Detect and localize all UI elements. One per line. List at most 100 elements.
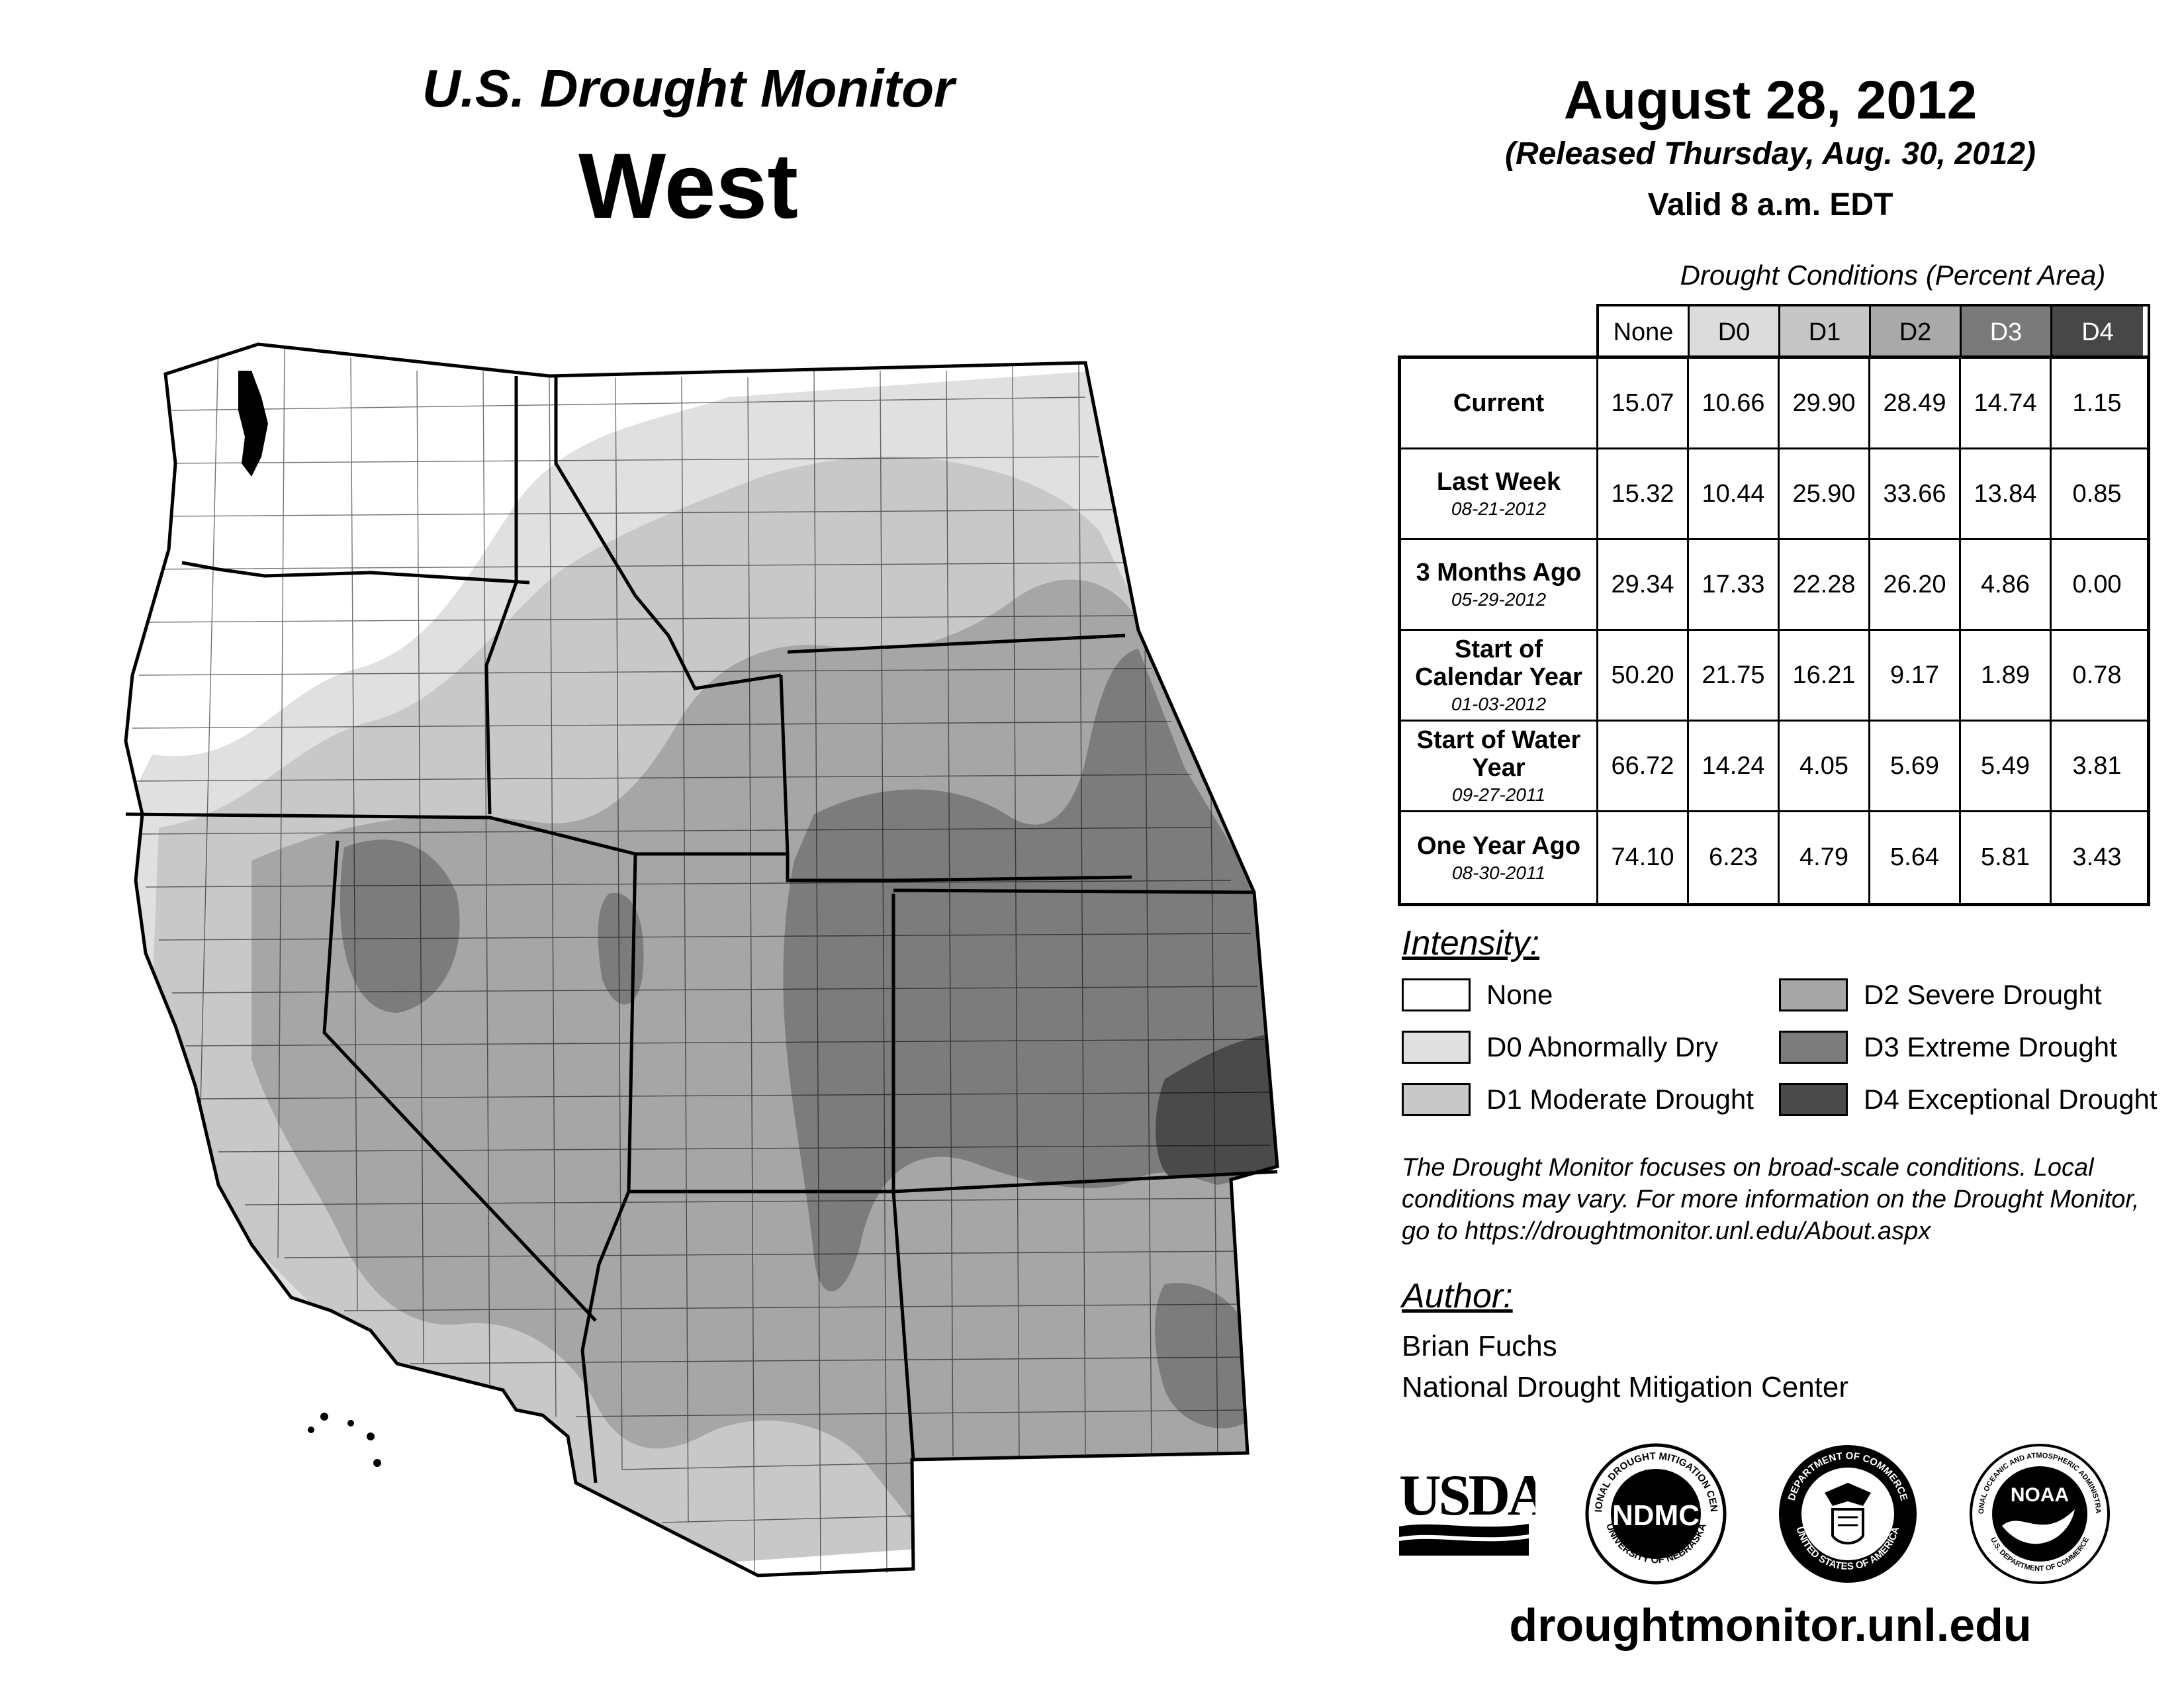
table-cell: 4.79 <box>1780 812 1870 903</box>
table-cell: 29.90 <box>1780 359 1870 447</box>
row-label: 3 Months Ago 05-29-2012 <box>1401 540 1598 629</box>
col-header: None <box>1599 306 1690 358</box>
legend-item-none: None <box>1402 978 1553 1011</box>
table-cell: 5.64 <box>1870 812 1961 903</box>
legend-item-d2: D2 Severe Drought <box>1779 978 2102 1011</box>
row-date: 05-29-2012 <box>1451 589 1547 610</box>
row-label: Current <box>1401 359 1598 447</box>
usda-logo-text: USDA <box>1399 1464 1535 1528</box>
table-cell: 4.05 <box>1780 722 1870 810</box>
d4-area <box>1156 1033 1277 1178</box>
row-date: 08-21-2012 <box>1451 498 1547 519</box>
legend-label: D0 Abnormally Dry <box>1486 1031 1719 1062</box>
map-date: August 28, 2012 <box>1563 70 1978 130</box>
table-cell: 9.17 <box>1870 631 1961 720</box>
row-label: Start of Water Year 09-27-2011 <box>1401 722 1598 810</box>
table-row: 3 Months Ago 05-29-2012 29.34 17.33 22.28 26.… <box>1401 540 2147 631</box>
table-cell: 21.75 <box>1689 631 1780 720</box>
table-cell: 14.74 <box>1961 359 2052 447</box>
drought-map <box>124 342 1279 1577</box>
table-row: Current 15.07 10.66 29.90 28.49 14.74 1.15 <box>1401 359 2147 449</box>
legend-label: D3 Extreme Drought <box>1864 1031 2117 1062</box>
usda-logo: USDA <box>1399 1464 1535 1556</box>
legend-label: None <box>1486 979 1553 1010</box>
legend-label: D1 Moderate Drought <box>1486 1084 1754 1115</box>
row-date: 09-27-2011 <box>1451 784 1546 805</box>
legend-heading: Intensity: <box>1402 924 1540 962</box>
coastal-islands <box>238 371 381 1467</box>
valid-time: Valid 8 a.m. EDT <box>1647 187 1893 222</box>
table-cell: 1.89 <box>1961 631 2052 720</box>
legend-swatch <box>1402 978 1471 1011</box>
table-cell: 0.78 <box>2072 661 2122 689</box>
d3-area-central <box>783 649 1277 1291</box>
conditions-table: Current 15.07 10.66 29.90 28.49 14.74 1.15 Last… <box>1398 355 2150 906</box>
table-cell: 16.21 <box>1780 631 1870 720</box>
website-url: droughtmonitor.unl.edu <box>1509 1599 2032 1651</box>
col-header: D0 <box>1690 306 1780 358</box>
table-cell: 5.69 <box>1870 722 1961 810</box>
row-label: Start of Calendar Year 01-03-2012 <box>1401 631 1598 720</box>
table-cell: 66.72 <box>1598 722 1689 810</box>
table-cell: 3.43 <box>2072 843 2122 871</box>
col-header: D1 <box>1780 306 1871 358</box>
legend-label: D2 Severe Drought <box>1864 979 2102 1010</box>
region-title: West <box>578 134 798 238</box>
row-name: Start of Calendar Year <box>1415 635 1582 691</box>
table-cell: 14.24 <box>1689 722 1780 810</box>
county-lines <box>132 344 1271 1575</box>
table-cell: 25.90 <box>1780 449 1870 538</box>
legend-item-d1: D1 Moderate Drought <box>1402 1083 1754 1116</box>
table-header: None D0 D1 D2 D3 D4 <box>1596 304 2150 358</box>
legend-swatch <box>1402 1031 1471 1064</box>
row-name: Start of Water Year <box>1416 726 1581 782</box>
author-org: National Drought Mitigation Center <box>1402 1371 1849 1403</box>
table-row: One Year Ago 08-30-2011 74.10 6.23 4.79 5.64 5… <box>1401 812 2147 903</box>
table-cell: 10.44 <box>1689 449 1780 538</box>
table-cell: 28.49 <box>1870 359 1961 447</box>
table-cell: 15.32 <box>1598 449 1689 538</box>
table-cell: 22.28 <box>1780 540 1870 629</box>
noaa-seal-text: NOAA <box>2011 1484 2069 1506</box>
row-name: Last Week <box>1436 468 1561 496</box>
table-cell: 5.81 <box>1961 812 2052 903</box>
row-date: 08-30-2011 <box>1451 862 1546 883</box>
table-cell: 33.66 <box>1870 449 1961 538</box>
row-name: Current <box>1453 389 1545 417</box>
commerce-seal: DEPARTMENT OF COMMERCE UNITED STATES OF … <box>1779 1445 1917 1583</box>
d3-area-new-mexico <box>1155 1283 1251 1429</box>
table-cell: 29.34 <box>1598 540 1689 629</box>
table-cell: 10.66 <box>1689 359 1780 447</box>
legend-item-d3: D3 Extreme Drought <box>1779 1031 2117 1064</box>
disclaimer-note: The Drought Monitor focuses on broad-sca… <box>1402 1154 2140 1245</box>
table-cell: 6.23 <box>1689 812 1780 903</box>
table-title: Drought Conditions (Percent Area) <box>1680 259 2106 291</box>
legend-swatch <box>1779 1031 1848 1064</box>
legend-item-d4: D4 Exceptional Drought <box>1779 1083 2158 1116</box>
table-cell: 0.00 <box>2072 570 2122 598</box>
author-name: Brian Fuchs <box>1402 1330 1557 1362</box>
row-label: One Year Ago 08-30-2011 <box>1401 812 1598 903</box>
table-cell: 74.10 <box>1598 812 1689 903</box>
table-cell: 0.85 <box>2072 479 2122 508</box>
table-row: Start of Water Year 09-27-2011 66.72 14.24 4… <box>1401 722 2147 812</box>
table-cell: 13.84 <box>1961 449 2052 538</box>
row-name: 3 Months Ago <box>1416 559 1582 586</box>
release-date: (Released Thursday, Aug. 30, 2012) <box>1504 136 2036 171</box>
author-heading: Author: <box>1402 1277 1513 1315</box>
col-header: D4 <box>2052 306 2143 358</box>
legend-swatch <box>1779 978 1848 1011</box>
author-block: Brian Fuchs National Drought Mitigation … <box>1402 1326 1848 1408</box>
legend-label: D4 Exceptional Drought <box>1864 1084 2158 1115</box>
ndmc-seal: NDMC NATIONAL DROUGHT MITIGATION CENTER … <box>1585 1443 1727 1585</box>
row-label: Last Week 08-21-2012 <box>1401 449 1598 538</box>
table-row: Last Week 08-21-2012 15.32 10.44 25.90 33.66 1… <box>1401 449 2147 540</box>
d2-area <box>251 579 1277 1523</box>
table-cell: 3.81 <box>2072 751 2122 780</box>
legend-swatch <box>1779 1083 1848 1116</box>
legend-swatch <box>1402 1083 1471 1116</box>
table-cell: 15.07 <box>1598 359 1689 447</box>
col-header: D3 <box>1962 306 2052 358</box>
table-cell: 17.33 <box>1689 540 1780 629</box>
table-row: Start of Calendar Year 01-03-2012 50.20 21.… <box>1401 631 2147 722</box>
